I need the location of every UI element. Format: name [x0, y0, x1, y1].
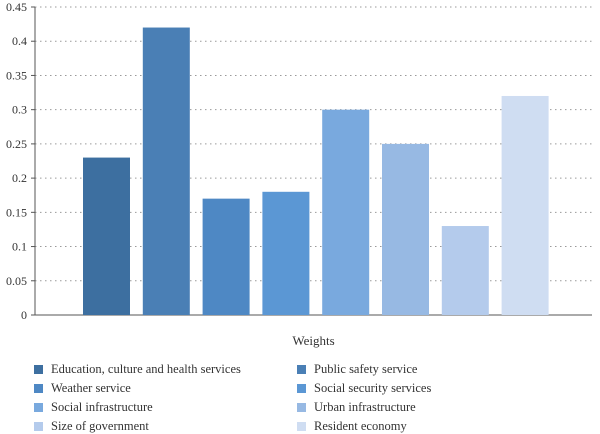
legend-label: Education, culture and health services	[51, 362, 241, 376]
legend-label: Size of government	[51, 419, 149, 433]
y-tick-label: 0.35	[6, 68, 27, 82]
bar	[322, 109, 370, 316]
legend-label: Public safety service	[314, 362, 418, 376]
y-tick-label: 0.3	[12, 103, 27, 117]
y-tick-label: 0.25	[6, 137, 27, 151]
legend-item: Social infrastructure	[34, 400, 153, 415]
y-tick-label: 0.45	[6, 0, 27, 14]
legend-swatch	[297, 403, 306, 412]
legend-label: Social security services	[314, 381, 432, 395]
legend-item: Education, culture and health services	[34, 362, 241, 377]
bar	[382, 143, 429, 315]
legend-label: Urban infrastructure	[314, 400, 416, 414]
bar	[441, 226, 489, 315]
legend-swatch	[34, 403, 43, 412]
y-tick-label: 0.15	[6, 205, 27, 219]
legend-label: Weather service	[51, 381, 131, 395]
bar	[202, 198, 250, 315]
bar	[262, 191, 310, 315]
legend-swatch	[34, 365, 43, 374]
legend-label: Resident economy	[314, 419, 407, 433]
legend-item: Weather service	[34, 381, 131, 396]
legend-swatch	[34, 422, 43, 431]
legend-swatch	[297, 365, 306, 374]
y-tick-label: 0.4	[12, 34, 27, 48]
bar	[501, 95, 549, 315]
y-tick-label: 0.1	[12, 240, 27, 254]
x-axis-label: Weights	[292, 333, 334, 348]
bar	[83, 157, 130, 315]
legend-item: Urban infrastructure	[297, 400, 416, 415]
legend-item: Social security services	[297, 381, 431, 396]
y-tick-label: 0	[21, 308, 27, 322]
legend-swatch	[34, 384, 43, 393]
legend-swatch	[297, 384, 306, 393]
legend-label: Social infrastructure	[51, 400, 153, 414]
bar-chart: 0 0.05 0.1 0.15 0.2 0.25 0.3 0.35 0.4 0.45 Weights	[6, 0, 592, 348]
bar	[142, 27, 190, 316]
legend-swatch	[297, 422, 306, 431]
legend-item: Size of government	[34, 419, 149, 434]
y-tick-label: 0.05	[6, 274, 27, 288]
legend: Education, culture and health services Pu…	[0, 358, 600, 434]
legend-item: Public safety service	[297, 362, 417, 377]
y-tick-label: 0.2	[12, 171, 27, 185]
legend-item: Resident economy	[297, 419, 407, 434]
